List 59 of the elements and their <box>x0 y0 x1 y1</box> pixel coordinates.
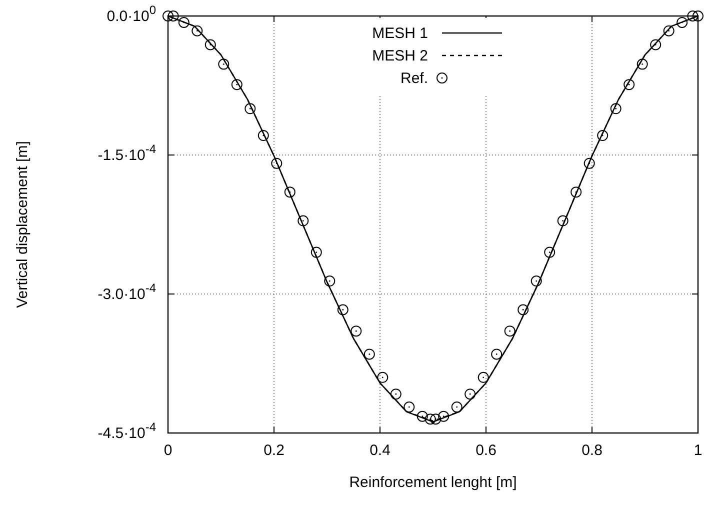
legend-label: MESH 2 <box>372 48 428 64</box>
y-tick-label: -4.5·10$^{-4}$ <box>98 420 156 442</box>
point <box>557 215 568 226</box>
point <box>544 246 556 258</box>
point <box>258 130 269 142</box>
point <box>162 10 174 22</box>
point <box>310 246 322 258</box>
point <box>404 402 415 413</box>
y-tick-label: -1.5·10$^{-4}$ <box>98 142 156 164</box>
point <box>390 388 402 400</box>
point <box>692 10 704 22</box>
y-tick-label: 0.0·10$^{0}$ <box>106 3 156 25</box>
point <box>430 414 442 425</box>
point <box>518 304 529 316</box>
point <box>597 130 608 142</box>
x-tick-label: 0.6 <box>476 442 496 459</box>
point <box>218 58 230 70</box>
point <box>178 16 190 28</box>
point <box>377 372 388 383</box>
point <box>337 304 348 316</box>
point <box>271 158 282 169</box>
point <box>687 10 698 22</box>
point <box>584 158 595 169</box>
point <box>438 410 450 422</box>
point <box>298 215 309 226</box>
point <box>624 79 635 90</box>
point <box>424 414 436 425</box>
point <box>491 348 502 360</box>
x-tick-label: 1 <box>694 442 702 459</box>
point <box>676 16 688 28</box>
point <box>650 39 662 50</box>
x-axis-title: Reinforcement lenght [m] <box>349 474 517 491</box>
legend-label: MESH 1 <box>372 25 428 42</box>
x-tick-label: 0.4 <box>370 442 390 459</box>
point <box>231 79 242 90</box>
legend-label: Ref. <box>400 70 428 87</box>
y-axis-title: Vertical displacement [m] <box>14 141 31 308</box>
x-tick-label: 0.8 <box>582 442 602 459</box>
point <box>324 276 336 287</box>
point <box>636 58 648 70</box>
point <box>244 103 256 114</box>
point <box>416 410 428 422</box>
point <box>570 186 582 198</box>
x-tick-label: 0 <box>164 442 172 459</box>
point <box>478 372 489 383</box>
point <box>610 103 622 114</box>
point <box>192 25 203 36</box>
point <box>504 326 516 337</box>
point <box>364 348 375 360</box>
point <box>168 10 179 22</box>
point <box>464 388 476 400</box>
point <box>530 276 542 287</box>
point <box>284 186 296 198</box>
point <box>204 39 216 50</box>
point <box>451 402 462 413</box>
y-tick-label: -3.0·10$^{-4}$ <box>98 281 156 303</box>
point <box>350 326 362 337</box>
x-tick-label: 0.2 <box>264 442 284 459</box>
point <box>663 25 674 36</box>
